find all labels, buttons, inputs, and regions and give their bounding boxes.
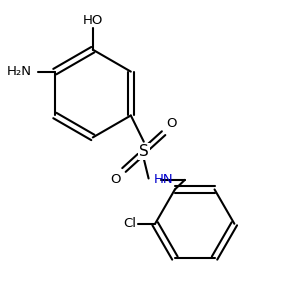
- Text: O: O: [111, 173, 121, 186]
- Text: Cl: Cl: [124, 217, 137, 230]
- Text: H₂N: H₂N: [7, 65, 32, 78]
- Text: S: S: [139, 144, 149, 159]
- Text: HN: HN: [154, 173, 173, 186]
- Text: HO: HO: [83, 14, 103, 27]
- Text: O: O: [166, 117, 177, 130]
